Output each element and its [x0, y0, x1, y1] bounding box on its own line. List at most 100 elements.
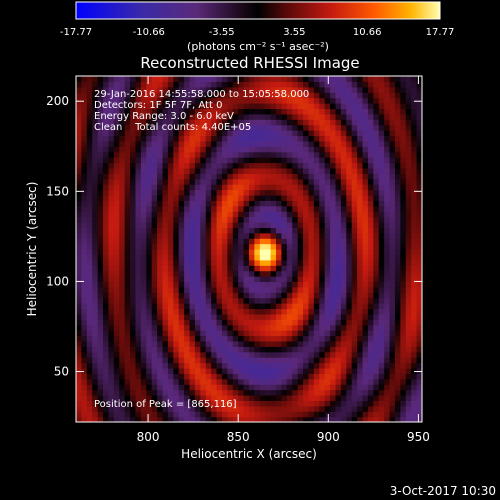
heatmap-cell — [238, 351, 245, 358]
heatmap-cell — [124, 394, 131, 401]
heatmap-cell — [205, 162, 212, 169]
heatmap-cell — [367, 308, 374, 315]
heatmap-cell — [124, 362, 131, 369]
heatmap-cell — [297, 340, 304, 347]
heatmap-cell — [411, 265, 418, 272]
heatmap-cell — [276, 140, 283, 147]
heatmap-cell — [238, 146, 245, 153]
heatmap-cell — [286, 227, 293, 234]
heatmap-cell — [292, 378, 299, 385]
heatmap-cell — [227, 400, 234, 407]
heatmap-cell — [216, 157, 223, 164]
heatmap-cell — [113, 119, 120, 126]
heatmap-cell — [189, 135, 196, 142]
heatmap-cell — [216, 92, 223, 99]
heatmap-cell — [276, 362, 283, 369]
heatmap-cell — [211, 205, 218, 212]
heatmap-cell — [146, 221, 153, 228]
heatmap-cell — [157, 276, 164, 283]
heatmap-cell — [346, 249, 353, 256]
heatmap-cell — [324, 405, 331, 412]
heatmap-cell — [303, 216, 310, 223]
heatmap-cell — [130, 184, 137, 191]
heatmap-cell — [135, 194, 142, 201]
heatmap-cell — [281, 135, 288, 142]
heatmap-cell — [227, 378, 234, 385]
heatmap-cell — [92, 146, 99, 153]
heatmap-cell — [86, 216, 93, 223]
heatmap-cell — [292, 140, 299, 147]
heatmap-cell — [124, 130, 131, 137]
heatmap-cell — [346, 265, 353, 272]
heatmap-cell — [227, 357, 234, 364]
heatmap-cell — [297, 167, 304, 174]
y-tick-label: 100 — [46, 274, 69, 288]
heatmap-cell — [194, 140, 201, 147]
heatmap-cell — [346, 270, 353, 277]
heatmap-cell — [135, 211, 142, 218]
heatmap-cell — [324, 238, 331, 245]
heatmap-cell — [130, 238, 137, 245]
heatmap-cell — [303, 351, 310, 358]
heatmap-cell — [265, 249, 272, 256]
heatmap-cell — [205, 124, 212, 131]
heatmap-cell — [200, 135, 207, 142]
heatmap-cell — [157, 416, 164, 422]
heatmap-cell — [211, 346, 218, 353]
heatmap-cell — [340, 194, 347, 201]
heatmap-cell — [227, 221, 234, 228]
heatmap-cell — [76, 162, 83, 169]
heatmap-cell — [351, 135, 358, 142]
heatmap-cell — [189, 140, 196, 147]
heatmap-cell — [232, 108, 239, 115]
heatmap-cell — [86, 270, 93, 277]
heatmap-cell — [292, 292, 299, 299]
heatmap-cell — [86, 346, 93, 353]
heatmap-cell — [292, 330, 299, 337]
heatmap-cell — [249, 373, 256, 380]
heatmap-cell — [238, 319, 245, 326]
heatmap-cell — [394, 227, 401, 234]
heatmap-cell — [319, 313, 326, 320]
heatmap-cell — [405, 292, 412, 299]
heatmap-cell — [330, 216, 337, 223]
heatmap-cell — [227, 416, 234, 422]
heatmap-cell — [384, 146, 391, 153]
heatmap-cell — [108, 319, 115, 326]
heatmap-cell — [194, 367, 201, 374]
heatmap-cell — [157, 103, 164, 110]
heatmap-cell — [259, 184, 266, 191]
heatmap-cell — [76, 286, 83, 293]
heatmap-cell — [81, 313, 88, 320]
heatmap-cell — [173, 243, 180, 250]
heatmap-cell — [178, 378, 185, 385]
heatmap-cell — [146, 324, 153, 331]
heatmap-cell — [140, 119, 147, 126]
heatmap-cell — [259, 330, 266, 337]
heatmap-cell — [259, 308, 266, 315]
heatmap-cell — [151, 162, 158, 169]
heatmap-cell — [86, 297, 93, 304]
heatmap-cell — [394, 394, 401, 401]
heatmap-cell — [411, 373, 418, 380]
heatmap-cell — [340, 384, 347, 391]
heatmap-cell — [405, 238, 412, 245]
heatmap-cell — [324, 124, 331, 131]
heatmap-cell — [357, 270, 364, 277]
heatmap-cell — [405, 394, 412, 401]
heatmap-cell — [167, 319, 174, 326]
heatmap-cell — [378, 400, 385, 407]
heatmap-cell — [227, 211, 234, 218]
heatmap-cell — [119, 135, 126, 142]
heatmap-cell — [276, 81, 283, 88]
heatmap-cell — [249, 324, 256, 331]
heatmap-cell — [324, 362, 331, 369]
heatmap-cell — [394, 319, 401, 326]
heatmap-cell — [119, 297, 126, 304]
heatmap-cell — [130, 346, 137, 353]
heatmap-cell — [130, 167, 137, 174]
heatmap-cell — [130, 292, 137, 299]
heatmap-cell — [184, 286, 191, 293]
heatmap-cell — [389, 140, 396, 147]
heatmap-cell — [97, 157, 104, 164]
